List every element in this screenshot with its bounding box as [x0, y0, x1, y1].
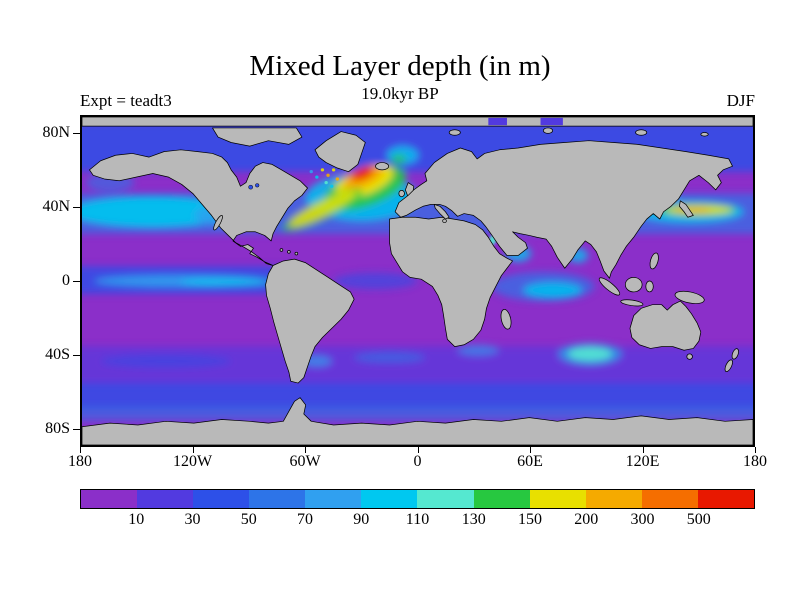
caribbean-island [279, 248, 284, 252]
y-tick-label: 80S [45, 419, 70, 437]
x-tick-label: 60W [289, 453, 321, 470]
colorbar-tick-label: 110 [405, 511, 430, 528]
antarctica [82, 397, 753, 445]
map-plot [80, 115, 755, 447]
season-label: DJF [726, 91, 755, 110]
colorbar-cell [249, 490, 306, 508]
colorbar-cell [361, 490, 418, 508]
colorbar-tick-label: 30 [184, 511, 201, 528]
colorbar-cell [585, 490, 642, 508]
sumatra [598, 277, 621, 296]
new-guinea [674, 290, 705, 304]
world-map-svg [82, 117, 753, 445]
y-tick-label: 40N [42, 198, 70, 216]
x-tick-label: 120W [172, 453, 213, 470]
philippines [649, 252, 659, 270]
tasmania [686, 353, 693, 360]
x-tick-label: 180 [743, 453, 767, 470]
x-tick-label: 180 [68, 453, 92, 470]
colorbar-cell [529, 490, 586, 508]
italy [433, 204, 450, 220]
x-tick-mark [305, 447, 306, 453]
ireland [398, 189, 405, 198]
x-tick-label: 60E [517, 453, 543, 470]
svalbard [448, 129, 461, 136]
greenland [314, 131, 366, 173]
colorbar-cell [305, 490, 362, 508]
colorbar-tick-label: 70 [297, 511, 313, 528]
australia [629, 300, 702, 351]
new-siberian-islands [635, 129, 648, 136]
sicily [442, 218, 447, 224]
colorbar [80, 489, 755, 509]
colorbar-cell [137, 490, 194, 508]
y-tick-mark [73, 354, 80, 356]
arctic-band [82, 117, 753, 127]
great-lakes [248, 183, 260, 190]
x-tick-label: 0 [413, 453, 422, 470]
caribbean-island [294, 251, 299, 256]
x-tick-mark [192, 447, 194, 453]
eurasia [394, 140, 733, 279]
colorbar-cell [193, 490, 250, 508]
colorbar-tick-label: 200 [574, 511, 599, 528]
experiment-label: Expt = teadt3 [80, 91, 172, 110]
speckle-dots [309, 168, 340, 188]
y-tick-mark [73, 428, 80, 430]
y-tick-label: 0 [62, 272, 70, 289]
y-tick-label: 80N [42, 124, 70, 142]
south-america [265, 258, 355, 384]
y-tick-mark [73, 207, 80, 209]
sulawesi [645, 280, 654, 293]
new-zealand-south [724, 359, 733, 372]
y-tick-mark [73, 281, 80, 282]
canadian-archipelago [212, 127, 303, 147]
borneo [624, 276, 643, 293]
iceland [375, 162, 389, 171]
arctic-ocean-gaps [488, 117, 563, 126]
madagascar [500, 309, 512, 330]
y-tick-mark [73, 133, 80, 135]
wrangel-island [700, 132, 709, 137]
colorbar-cell [417, 490, 474, 508]
colorbar-tick-label: 300 [630, 511, 655, 528]
java [620, 299, 644, 307]
colorbar-cell [81, 490, 138, 508]
continents [82, 117, 753, 445]
x-tick-mark [80, 447, 81, 453]
colorbar-tick-label: 90 [353, 511, 370, 528]
colorbar-tick-label: 50 [240, 511, 257, 528]
colorbar-tick-label: 130 [461, 511, 486, 528]
x-tick-mark [417, 447, 419, 453]
y-tick-label: 40S [45, 345, 70, 363]
colorbar-cell [697, 490, 754, 508]
figure-subtitle: 19.0kyr BP [361, 84, 439, 103]
japan [679, 200, 694, 218]
africa [389, 216, 513, 347]
colorbar-tick-label: 10 [128, 511, 145, 528]
new-zealand-north [731, 348, 739, 360]
north-america [89, 149, 308, 266]
caribbean-island [287, 250, 291, 254]
colorbar-tick-label: 500 [686, 511, 711, 528]
x-tick-mark [642, 447, 644, 453]
baja-california [213, 215, 223, 231]
colorbar-cell [641, 490, 698, 508]
x-tick-mark [530, 447, 531, 453]
x-tick-mark [755, 447, 756, 453]
severnaya-zemlya [542, 127, 554, 134]
colorbar-tick-label: 150 [518, 511, 542, 528]
figure-title: Mixed Layer depth (in m) [249, 50, 551, 82]
x-tick-label: 120E [625, 453, 660, 470]
colorbar-cell [473, 490, 530, 508]
